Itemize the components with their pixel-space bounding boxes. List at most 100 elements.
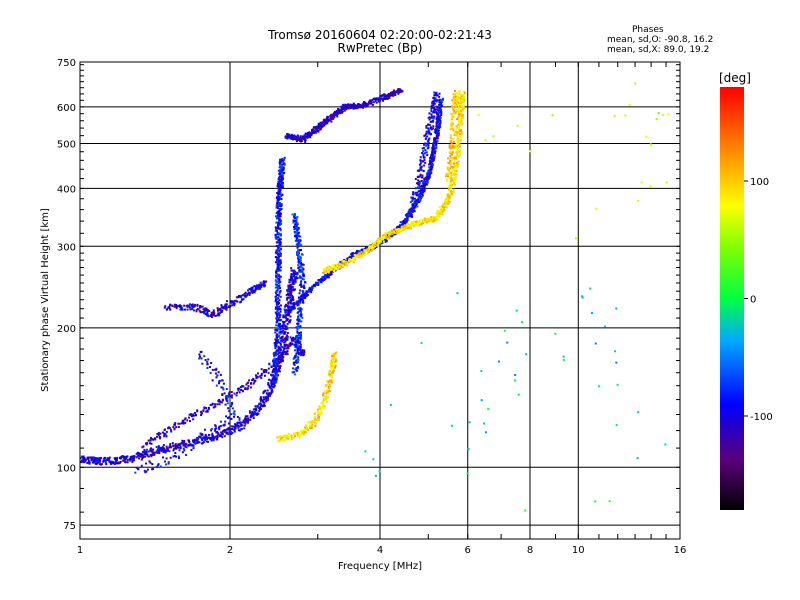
echo-point (287, 437, 290, 440)
echo-point (326, 269, 329, 272)
echo-point (248, 411, 251, 414)
echo-point (342, 105, 345, 108)
echo-point (407, 228, 410, 231)
echo-point (278, 326, 281, 329)
echo-point (435, 100, 438, 103)
echo-point (277, 257, 280, 260)
echo-point (326, 266, 329, 269)
echo-point (91, 458, 94, 461)
echo-point (279, 325, 282, 328)
echo-point (331, 270, 334, 273)
echo-point (260, 368, 263, 371)
echo-point (233, 413, 236, 416)
echo-point (411, 198, 414, 201)
echo-point (293, 356, 296, 359)
echo-point (419, 166, 422, 169)
echo-point (360, 250, 363, 253)
echo-point (219, 308, 222, 311)
echo-point (244, 415, 247, 418)
echo-point (279, 437, 282, 440)
echo-point (232, 415, 235, 418)
echo-point (414, 177, 417, 180)
echo-point (306, 290, 309, 293)
echo-point (267, 383, 270, 386)
echo-point (285, 326, 288, 329)
echo-point (246, 388, 249, 391)
echo-point (274, 328, 277, 331)
echo-point (253, 412, 256, 415)
echo-point (410, 222, 413, 225)
echo-point (207, 358, 210, 361)
echo-point (205, 307, 208, 310)
echo-point (420, 197, 423, 200)
echo-point (277, 227, 280, 230)
echo-point (327, 373, 330, 376)
echo-point (424, 161, 427, 164)
echo-point (460, 130, 463, 133)
echo-point (435, 111, 438, 114)
echo-point (278, 185, 281, 188)
echo-point (297, 337, 300, 340)
echo-point (295, 359, 298, 362)
echo-point (271, 374, 274, 377)
echo-point (310, 289, 313, 292)
echo-point (330, 113, 333, 116)
echo-point (272, 364, 275, 367)
echo-point (433, 94, 436, 97)
echo-point (151, 454, 154, 457)
echo-point (408, 208, 411, 211)
echo-point (198, 309, 201, 312)
echo-point (292, 271, 295, 274)
echo-point (431, 102, 434, 105)
echo-point (181, 308, 184, 311)
echo-point (263, 404, 266, 407)
echo-point (414, 206, 417, 209)
echo-point (322, 405, 325, 408)
echo-point (334, 352, 337, 355)
echo-point (230, 396, 233, 399)
echo-point (240, 388, 243, 391)
echo-point (246, 382, 249, 385)
echo-point (423, 159, 426, 162)
echo-point (246, 293, 249, 296)
echo-point (197, 435, 200, 438)
echo-point (249, 414, 252, 417)
echo-point (328, 383, 331, 386)
echo-point (340, 263, 343, 266)
echo-point (272, 352, 275, 355)
echo-point (173, 447, 176, 450)
echo-point (286, 318, 289, 321)
echo-point (438, 109, 441, 112)
echo-point (283, 323, 286, 326)
echo-point (182, 419, 185, 422)
echo-point (221, 309, 224, 312)
echo-point (370, 250, 373, 253)
echo-point (228, 428, 231, 431)
echo-point (286, 331, 289, 334)
echo-point (410, 225, 413, 228)
echo-point (353, 103, 356, 106)
echo-point (91, 461, 94, 464)
echo-point (332, 115, 335, 118)
echo-point (193, 438, 196, 441)
echo-point (227, 407, 230, 410)
echo-point (284, 439, 287, 442)
echo-point (294, 135, 297, 138)
echo-point (296, 232, 299, 235)
echo-point (275, 286, 278, 289)
echo-point (163, 432, 166, 435)
echo-point (285, 303, 288, 306)
echo-point (302, 299, 305, 302)
echo-point (327, 276, 330, 279)
echo-point (164, 433, 167, 436)
echo-point (330, 271, 333, 274)
echo-point (327, 118, 330, 121)
echo-point (402, 223, 405, 226)
echo-point (234, 426, 237, 429)
echo-point (302, 263, 305, 266)
echo-point (244, 295, 247, 298)
echo-point (278, 292, 281, 295)
echo-point (232, 412, 235, 415)
echo-point (328, 373, 331, 376)
echo-point (208, 365, 211, 368)
